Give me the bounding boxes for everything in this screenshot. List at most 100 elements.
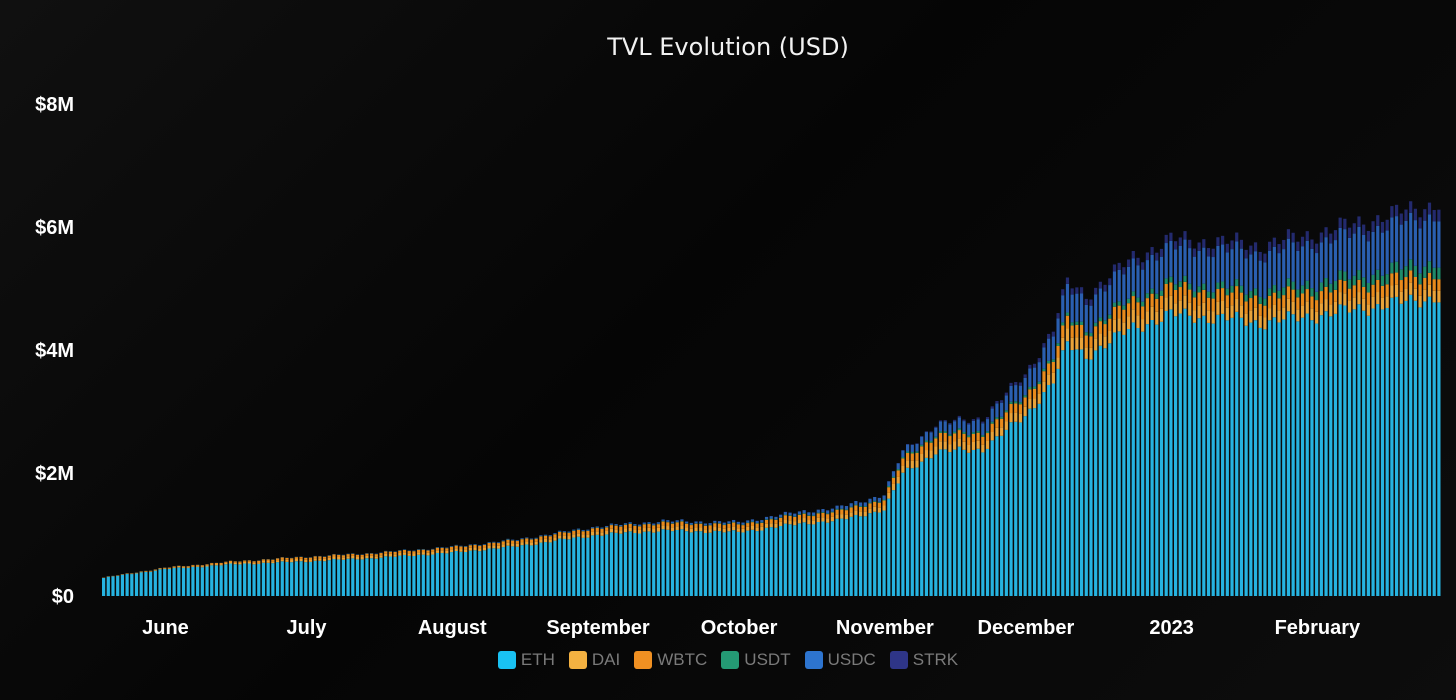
bar-segment-usdt[interactable] <box>1145 293 1149 299</box>
bar-segment-eth[interactable] <box>177 567 181 596</box>
bar-segment-usdc[interactable] <box>1394 216 1399 262</box>
bar-segment-eth[interactable] <box>670 531 675 596</box>
bar-segment-wbtc[interactable] <box>1169 282 1173 296</box>
bar-segment-eth[interactable] <box>1174 316 1178 596</box>
bar-segment-dai[interactable] <box>1103 336 1107 349</box>
bar-segment-wbtc[interactable] <box>529 539 534 543</box>
bar-segment-eth[interactable] <box>920 461 924 596</box>
bar-segment-dai[interactable] <box>1282 307 1286 320</box>
bar-segment-wbtc[interactable] <box>1268 295 1272 309</box>
bar-segment-wbtc[interactable] <box>699 523 703 528</box>
bar-segment-usdt[interactable] <box>1103 320 1107 325</box>
bar-segment-strk[interactable] <box>1409 201 1413 213</box>
bar-segment-wbtc[interactable] <box>370 553 374 556</box>
bar-segment-strk[interactable] <box>1155 252 1159 261</box>
bar-segment-usdt[interactable] <box>1437 267 1441 280</box>
bar-segment-dai[interactable] <box>1126 316 1131 330</box>
bar-segment-dai[interactable] <box>1263 317 1267 330</box>
bar-segment-usdt[interactable] <box>807 515 811 516</box>
bar-segment-dai[interactable] <box>1056 357 1060 369</box>
bar-segment-wbtc[interactable] <box>313 556 317 559</box>
bar-segment-usdt[interactable] <box>957 428 961 431</box>
bar-segment-usdc[interactable] <box>788 512 792 516</box>
bar-segment-usdc[interactable] <box>1347 237 1352 280</box>
bar-segment-dai[interactable] <box>1394 284 1399 297</box>
bar-segment-dai[interactable] <box>543 538 548 543</box>
bar-segment-usdc[interactable] <box>811 512 816 516</box>
bar-segment-usdc[interactable] <box>1051 336 1055 360</box>
bar-segment-eth[interactable] <box>172 567 176 596</box>
bar-segment-usdc[interactable] <box>783 511 787 515</box>
bar-segment-eth[interactable] <box>280 561 284 596</box>
bar-segment-dai[interactable] <box>421 552 425 555</box>
bar-segment-wbtc[interactable] <box>290 558 294 561</box>
bar-segment-eth[interactable] <box>1338 304 1342 596</box>
bar-segment-eth[interactable] <box>539 542 543 596</box>
bar-segment-eth[interactable] <box>351 558 355 596</box>
bar-segment-wbtc[interactable] <box>586 530 590 535</box>
bar-segment-strk[interactable] <box>1324 227 1328 238</box>
bar-segment-usdc[interactable] <box>1098 288 1102 318</box>
bar-segment-dai[interactable] <box>285 559 289 562</box>
bar-segment-dai[interactable] <box>1051 372 1055 384</box>
bar-segment-wbtc[interactable] <box>280 557 284 560</box>
bar-segment-eth[interactable] <box>186 567 190 596</box>
bar-segment-eth[interactable] <box>656 531 661 596</box>
bar-segment-dai[interactable] <box>464 549 468 552</box>
bar-segment-dai[interactable] <box>572 534 576 538</box>
bar-segment-dai[interactable] <box>318 558 322 561</box>
bar-segment-wbtc[interactable] <box>501 541 505 545</box>
bar-segment-dai[interactable] <box>1235 298 1239 312</box>
bar-segment-eth[interactable] <box>417 554 421 596</box>
bar-segment-dai[interactable] <box>854 510 858 515</box>
bar-segment-eth[interactable] <box>793 525 797 596</box>
bar-segment-wbtc[interactable] <box>858 506 863 512</box>
bar-segment-strk[interactable] <box>1079 287 1084 294</box>
bar-segment-dai[interactable] <box>1258 315 1262 328</box>
bar-segment-usdt[interactable] <box>1126 298 1131 304</box>
bar-segment-strk[interactable] <box>1366 230 1370 242</box>
bar-segment-eth[interactable] <box>228 563 233 597</box>
bar-segment-usdc[interactable] <box>1366 241 1370 283</box>
bar-segment-usdc[interactable] <box>506 538 510 540</box>
bar-segment-usdt[interactable] <box>694 523 698 524</box>
bar-segment-usdt[interactable] <box>981 435 985 437</box>
bar-segment-wbtc[interactable] <box>1084 335 1088 348</box>
bar-segment-wbtc[interactable] <box>849 507 853 513</box>
bar-segment-dai[interactable] <box>887 492 891 499</box>
bar-segment-eth[interactable] <box>595 534 599 596</box>
bar-segment-usdc[interactable] <box>1183 239 1187 276</box>
bar-segment-wbtc[interactable] <box>1437 279 1441 291</box>
bar-segment-strk[interactable] <box>1319 232 1323 243</box>
bar-segment-eth[interactable] <box>1366 315 1370 596</box>
bar-segment-wbtc[interactable] <box>1009 403 1013 414</box>
bar-segment-strk[interactable] <box>1178 237 1182 246</box>
bar-segment-eth[interactable] <box>1145 324 1149 596</box>
bar-segment-wbtc[interactable] <box>633 525 637 530</box>
bar-segment-usdc[interactable] <box>1329 243 1333 284</box>
bar-segment-eth[interactable] <box>1352 309 1356 596</box>
bar-segment-strk[interactable] <box>1197 242 1201 251</box>
bar-segment-wbtc[interactable] <box>1235 286 1239 299</box>
bar-segment-usdt[interactable] <box>1136 297 1140 303</box>
bar-segment-eth[interactable] <box>252 564 256 596</box>
bar-segment-eth[interactable] <box>106 576 110 596</box>
bar-segment-usdc[interactable] <box>703 523 708 526</box>
bar-segment-dai[interactable] <box>750 525 755 530</box>
bar-segment-eth[interactable] <box>1084 358 1088 596</box>
bar-segment-usdc[interactable] <box>727 521 731 524</box>
bar-segment-wbtc[interactable] <box>487 542 491 546</box>
bar-segment-eth[interactable] <box>1122 334 1126 596</box>
bar-segment-eth[interactable] <box>1108 343 1112 596</box>
bar-segment-strk[interactable] <box>1380 221 1385 233</box>
bar-segment-strk[interactable] <box>929 431 933 433</box>
bar-segment-usdc[interactable] <box>473 544 477 545</box>
bar-segment-usdc[interactable] <box>1079 293 1084 322</box>
bar-segment-usdt[interactable] <box>1315 291 1319 301</box>
legend-item-eth[interactable]: ETH <box>497 650 555 670</box>
bar-segment-eth[interactable] <box>717 531 722 596</box>
bar-segment-eth[interactable] <box>111 576 115 596</box>
bar-segment-usdc[interactable] <box>562 531 566 533</box>
bar-segment-eth[interactable] <box>609 532 613 596</box>
bar-segment-strk[interactable] <box>1023 374 1027 378</box>
